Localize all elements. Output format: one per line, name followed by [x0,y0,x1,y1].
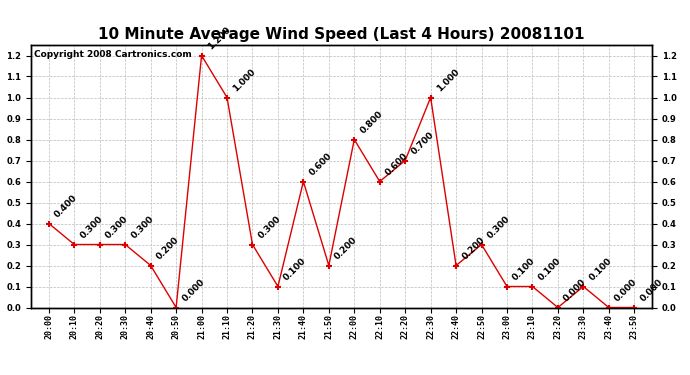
Text: Copyright 2008 Cartronics.com: Copyright 2008 Cartronics.com [34,50,192,59]
Text: 1.000: 1.000 [231,67,257,93]
Text: 0.300: 0.300 [257,214,283,240]
Text: 0.300: 0.300 [486,214,512,240]
Text: 0.800: 0.800 [358,109,384,135]
Title: 10 Minute Average Wind Speed (Last 4 Hours) 20081101: 10 Minute Average Wind Speed (Last 4 Hou… [98,27,585,42]
Text: 1.000: 1.000 [435,67,461,93]
Text: 0.300: 0.300 [79,214,105,240]
Text: 0.100: 0.100 [587,256,613,282]
Text: 1.200: 1.200 [206,25,232,51]
Text: 0.300: 0.300 [130,214,155,240]
Text: 0.400: 0.400 [53,193,79,219]
Text: 0.000: 0.000 [613,277,639,303]
Text: 0.100: 0.100 [511,256,538,282]
Text: 0.300: 0.300 [104,214,130,240]
Text: 0.600: 0.600 [384,151,410,177]
Text: 0.600: 0.600 [308,151,334,177]
Text: 0.000: 0.000 [562,277,588,303]
Text: 0.100: 0.100 [537,256,563,282]
Text: 0.000: 0.000 [180,277,206,303]
Text: 0.100: 0.100 [282,256,308,282]
Text: 0.200: 0.200 [155,235,181,261]
Text: 0.200: 0.200 [333,235,359,261]
Text: 0.200: 0.200 [460,235,486,261]
Text: 0.700: 0.700 [409,130,435,156]
Text: 0.000: 0.000 [638,277,664,303]
